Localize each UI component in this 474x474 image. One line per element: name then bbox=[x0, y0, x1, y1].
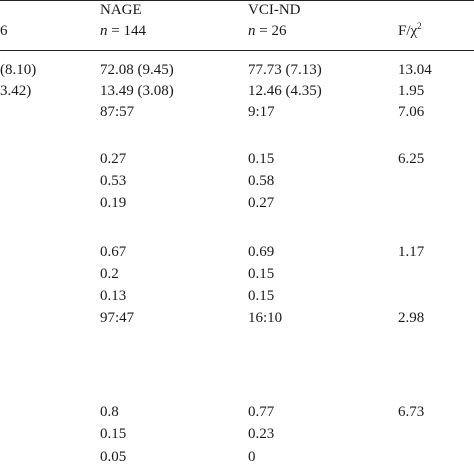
row-13-nage: 0.05 bbox=[100, 449, 127, 465]
header-vci-name: VCI-ND bbox=[248, 2, 301, 18]
row-10-vci: 16:10 bbox=[248, 310, 283, 326]
row-2-stat: 1.95 bbox=[398, 83, 425, 99]
header-stat-main: F/χ bbox=[398, 23, 418, 39]
header-stat-sup: 2 bbox=[417, 21, 422, 31]
header-vci-n-value: = 26 bbox=[259, 23, 287, 39]
row-8-vci: 0.15 bbox=[248, 266, 275, 282]
row-2-nage: 13.49 (3.08) bbox=[100, 83, 174, 99]
header-vci-n-label: n bbox=[248, 23, 256, 39]
row-7-nage: 0.67 bbox=[100, 244, 127, 260]
row-6-nage: 0.19 bbox=[100, 195, 127, 211]
header-nage-name: NAGE bbox=[100, 2, 142, 18]
row-3-nage: 87:57 bbox=[100, 104, 135, 120]
row-2-vci: 12.46 (4.35) bbox=[248, 83, 322, 99]
row-9-vci: 0.15 bbox=[248, 288, 275, 304]
row-11-nage: 0.8 bbox=[100, 404, 119, 420]
header-nage-n-label: n bbox=[100, 23, 108, 39]
left-fragment-1: (8.10) bbox=[0, 62, 37, 78]
header-col0-fragment: 6 bbox=[0, 23, 8, 39]
row-8-nage: 0.2 bbox=[100, 266, 119, 282]
row-4-stat: 6.25 bbox=[398, 151, 425, 167]
row-1-stat: 13.04 bbox=[398, 62, 432, 78]
row-4-vci: 0.15 bbox=[248, 151, 275, 167]
row-5-nage: 0.53 bbox=[100, 173, 127, 189]
row-4-nage: 0.27 bbox=[100, 151, 127, 167]
row-11-vci: 0.77 bbox=[248, 404, 275, 420]
row-12-nage: 0.15 bbox=[100, 426, 127, 442]
header-stat: F/χ2 bbox=[398, 22, 422, 40]
row-3-vci: 9:17 bbox=[248, 104, 275, 120]
row-10-stat: 2.98 bbox=[398, 310, 425, 326]
row-1-vci: 77.73 (7.13) bbox=[248, 62, 322, 78]
header-nage-n-value: = 144 bbox=[111, 23, 146, 39]
row-6-vci: 0.27 bbox=[248, 195, 275, 211]
row-9-nage: 0.13 bbox=[100, 288, 127, 304]
row-1-nage: 72.08 (9.45) bbox=[100, 62, 174, 78]
row-5-vci: 0.58 bbox=[248, 173, 275, 189]
header-vci-n: n = 26 bbox=[248, 22, 286, 40]
row-10-nage: 97:47 bbox=[100, 310, 135, 326]
row-13-vci: 0 bbox=[248, 449, 256, 465]
row-7-stat: 1.17 bbox=[398, 244, 425, 260]
row-7-vci: 0.69 bbox=[248, 244, 275, 260]
top-rule bbox=[0, 0, 474, 1]
row-12-vci: 0.23 bbox=[248, 426, 275, 442]
header-rule bbox=[0, 50, 474, 51]
header-nage-n: n = 144 bbox=[100, 22, 146, 40]
row-3-stat: 7.06 bbox=[398, 104, 425, 120]
left-fragment-2: 3.42) bbox=[0, 83, 32, 99]
row-11-stat: 6.73 bbox=[398, 404, 425, 420]
